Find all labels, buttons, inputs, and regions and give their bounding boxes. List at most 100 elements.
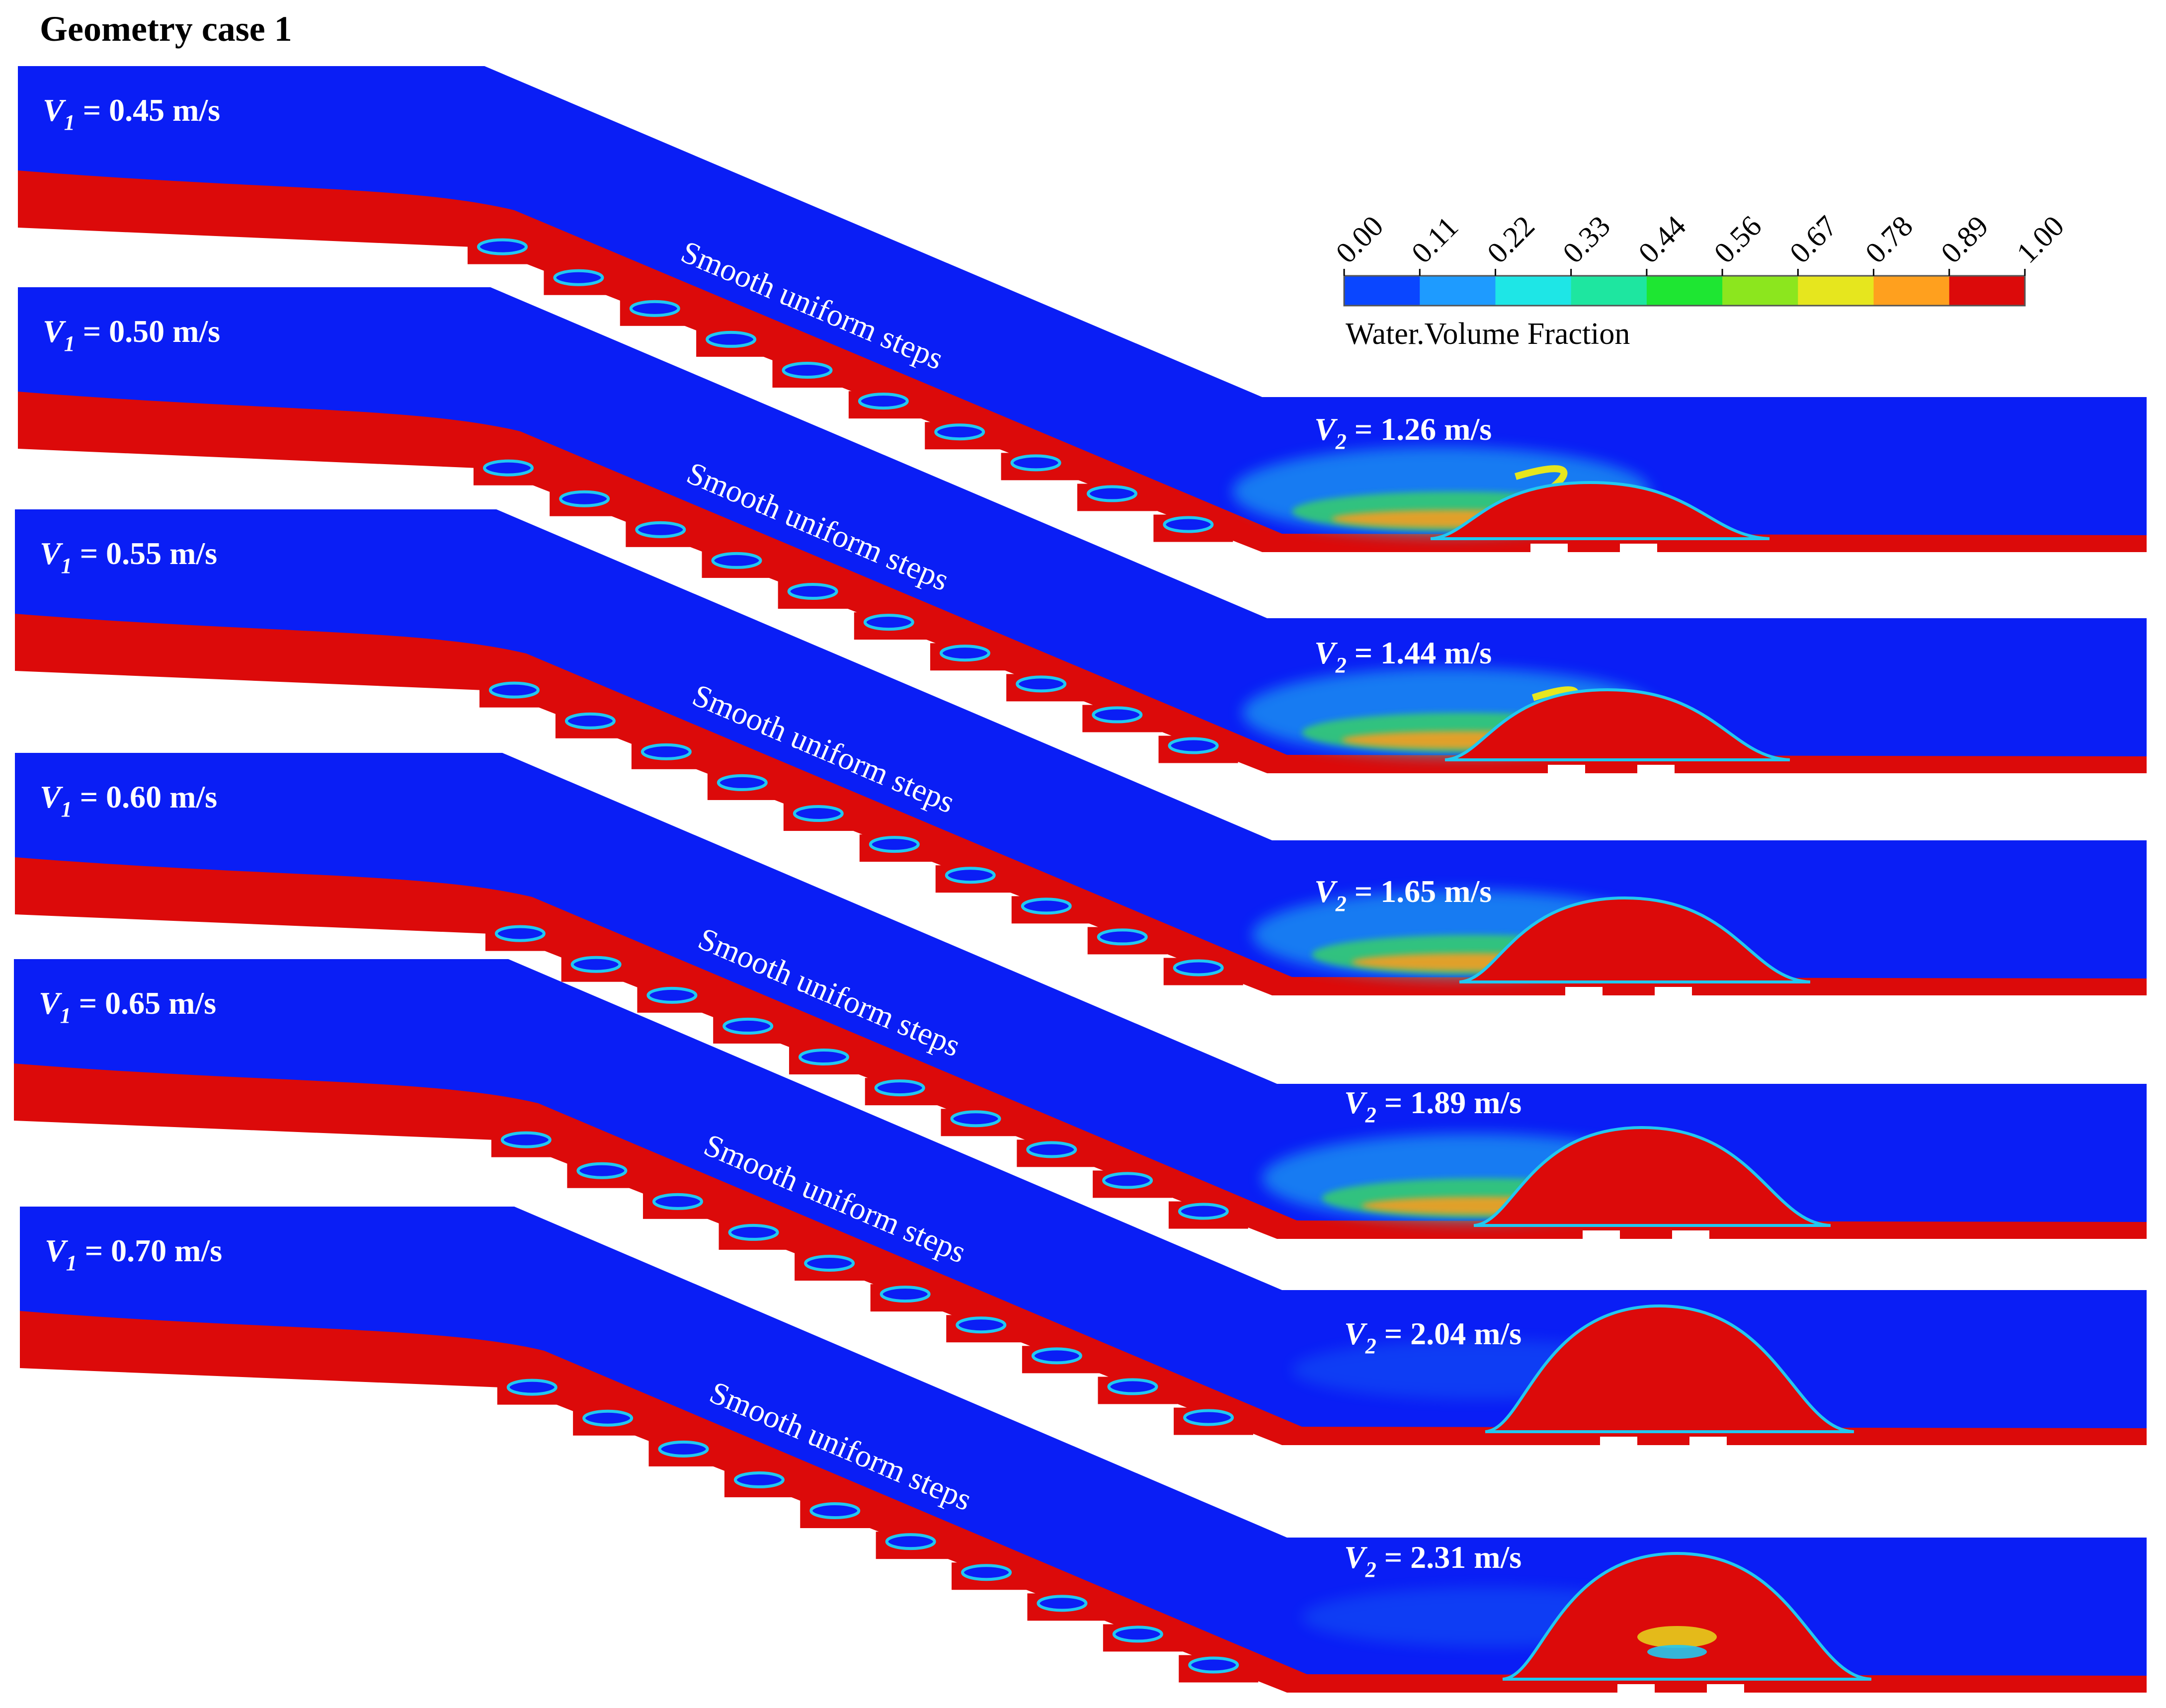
v1-label: V1 = 0.60 m/s bbox=[40, 779, 217, 821]
v2-subscript: 2 bbox=[1365, 1557, 1376, 1582]
v2-symbol: V bbox=[1344, 1085, 1368, 1120]
step-eddy-rim bbox=[706, 330, 757, 348]
step-eddy-rim bbox=[1107, 1378, 1158, 1395]
step-eddy-rim bbox=[1037, 1595, 1088, 1612]
step-eddy-rim bbox=[809, 1502, 861, 1520]
step-eddy-rim bbox=[1031, 1347, 1082, 1365]
step-eddy-rim bbox=[717, 774, 768, 791]
step-eddy bbox=[637, 522, 685, 537]
step-eddy bbox=[1185, 1410, 1233, 1425]
step-eddy bbox=[1174, 961, 1222, 975]
step-eddy-rim bbox=[635, 521, 686, 538]
step-eddy bbox=[1179, 1204, 1227, 1219]
step-eddy-rim bbox=[488, 681, 540, 699]
step-eddy bbox=[1038, 1596, 1086, 1611]
channel-floor bbox=[1585, 1454, 2147, 1460]
v2-symbol: V bbox=[1344, 1316, 1368, 1351]
colorbar-tick-label: 1.00 bbox=[2010, 209, 2071, 269]
step-eddy bbox=[936, 425, 984, 439]
step-eddy bbox=[1093, 708, 1141, 722]
v2-label: V2 = 1.44 m/s bbox=[1314, 635, 1492, 677]
step-eddy bbox=[653, 1194, 702, 1209]
v2-value: = 1.65 m/s bbox=[1347, 874, 1492, 909]
step-eddy bbox=[718, 775, 766, 790]
air-dome bbox=[1444, 688, 1790, 761]
step-eddy bbox=[886, 1535, 935, 1549]
v1-label: V1 = 0.70 m/s bbox=[45, 1233, 222, 1275]
step-eddy bbox=[876, 1081, 924, 1095]
dome-inner-foam bbox=[1637, 1626, 1717, 1648]
step-eddy bbox=[1088, 487, 1136, 501]
step-eddy-rim bbox=[874, 1079, 925, 1097]
step-eddy bbox=[578, 1163, 626, 1178]
step-eddy-rim bbox=[1010, 454, 1061, 472]
step-eddy-rim bbox=[1016, 675, 1067, 693]
v1-label: V1 = 0.45 m/s bbox=[43, 92, 220, 135]
baffle-notch bbox=[1583, 1230, 1620, 1250]
channel-floor bbox=[1533, 782, 2147, 788]
v2-subscript: 2 bbox=[1335, 653, 1347, 677]
air-bottom-layer bbox=[18, 392, 2147, 773]
step-eddy-rim bbox=[559, 490, 610, 507]
step-eddy bbox=[865, 615, 913, 630]
step-eddy-rim bbox=[939, 645, 990, 662]
baffle-notch bbox=[1530, 544, 1568, 564]
air-bottom-layer bbox=[20, 1311, 2147, 1693]
step-eddy bbox=[1169, 738, 1217, 753]
colorbar-swatch bbox=[1873, 276, 1950, 306]
v1-value: = 0.60 m/s bbox=[72, 779, 217, 814]
step-eddy-rim bbox=[641, 743, 692, 760]
colorbar-tick-label: 0.67 bbox=[1783, 209, 1844, 269]
colorbar-swatch bbox=[1646, 276, 1723, 306]
step-eddy bbox=[1104, 1173, 1152, 1188]
step-eddy bbox=[1017, 677, 1065, 691]
v1-subscript: 1 bbox=[61, 797, 72, 821]
v2-subscript: 2 bbox=[1335, 892, 1347, 916]
colorbar-swatches bbox=[1343, 275, 2026, 307]
step-eddy-rim bbox=[880, 1286, 931, 1303]
v1-label: V1 = 0.50 m/s bbox=[43, 314, 220, 356]
v1-value: = 0.50 m/s bbox=[75, 314, 220, 349]
colorbar-tick-labels: 0.00 0.11 0.22 0.33 0.44 0.56 0.67 0.78 0.89 1.00 bbox=[1330, 209, 2071, 276]
step-eddy bbox=[957, 1318, 1005, 1332]
step-eddy-rim bbox=[1188, 1656, 1239, 1674]
step-eddy-rim bbox=[869, 836, 920, 853]
step-eddy-rim bbox=[1021, 897, 1072, 915]
step-eddy-rim bbox=[804, 1255, 855, 1272]
v1-subscript: 1 bbox=[64, 331, 75, 356]
step-eddy bbox=[724, 1019, 772, 1033]
step-eddy-rim bbox=[956, 1316, 1007, 1334]
step-eddy-rim bbox=[494, 925, 546, 942]
v2-symbol: V bbox=[1314, 411, 1338, 447]
channel-floor bbox=[1516, 561, 2147, 567]
step-eddy bbox=[1012, 456, 1060, 470]
step-eddy-rim bbox=[793, 805, 844, 822]
colorbar-swatch bbox=[1949, 276, 2025, 306]
step-eddy-rim bbox=[646, 986, 698, 1004]
v1-symbol: V bbox=[39, 985, 63, 1021]
step-eddy-rim bbox=[934, 423, 985, 441]
step-eddy-rim bbox=[863, 614, 914, 631]
v2-label: V2 = 2.04 m/s bbox=[1344, 1316, 1522, 1358]
step-eddy-rim bbox=[1163, 516, 1214, 533]
step-eddy bbox=[881, 1287, 929, 1301]
step-eddy bbox=[572, 957, 620, 972]
colorbar-tick-label: 0.44 bbox=[1632, 209, 1692, 269]
colorbar-tick-label: 0.33 bbox=[1556, 209, 1616, 269]
air-dome bbox=[1473, 1126, 1831, 1227]
v2-value: = 1.26 m/s bbox=[1347, 411, 1492, 447]
step-eddy-rim bbox=[1097, 928, 1148, 946]
v1-symbol: V bbox=[43, 314, 67, 349]
colorbar-swatch bbox=[1344, 276, 1420, 306]
step-eddy bbox=[952, 1112, 1000, 1126]
step-eddy bbox=[941, 646, 989, 660]
colorbar-swatch bbox=[1420, 276, 1496, 306]
step-eddy bbox=[584, 1411, 632, 1425]
step-eddy bbox=[561, 491, 609, 506]
baffle-notch bbox=[1672, 1230, 1709, 1250]
water-region bbox=[18, 66, 2147, 546]
